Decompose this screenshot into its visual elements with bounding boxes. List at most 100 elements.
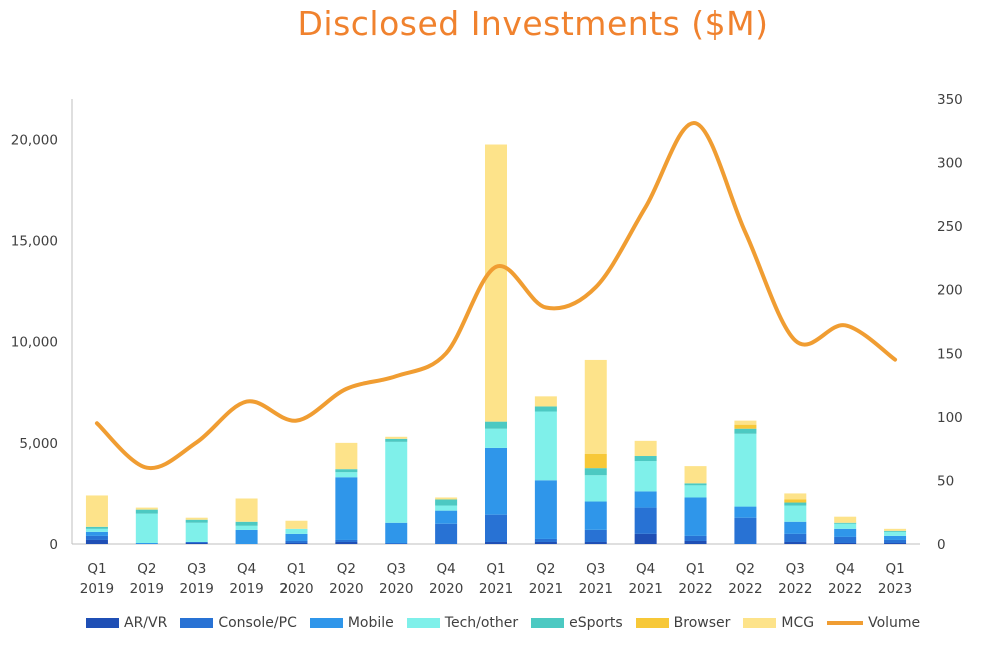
- bar-segment-tech-other: [435, 505, 458, 511]
- legend-swatch: [309, 618, 343, 628]
- category-label-quarter: Q1: [486, 561, 505, 577]
- bar-segment-ar-vr: [584, 541, 607, 544]
- bar-segment-mobile: [335, 477, 358, 540]
- right-tick-label: 200: [937, 283, 963, 299]
- bar-segment-esports: [485, 421, 507, 429]
- bar-segment-console-pc: [884, 539, 907, 543]
- bar-segment-ar-vr: [185, 542, 208, 544]
- legend-item: Mobile: [309, 615, 394, 631]
- bar-segment-mcg: [634, 440, 657, 457]
- category-label-quarter: Q2: [337, 561, 356, 577]
- right-tick-label: 50: [937, 473, 954, 489]
- bar-segment-tech-other: [834, 523, 857, 529]
- left-tick-label: 5,000: [19, 436, 58, 452]
- bar-segment-ar-vr: [335, 541, 358, 544]
- bar-segment-mcg: [485, 144, 507, 422]
- bar-segment-ar-vr: [85, 539, 108, 544]
- category-label-year: 2022: [678, 581, 712, 597]
- bar-segment-esports: [235, 521, 258, 526]
- legend-swatch: [743, 618, 777, 628]
- category-label-quarter: Q3: [387, 561, 406, 577]
- right-tick-label: 350: [937, 92, 963, 108]
- bar-segment-mobile: [784, 521, 807, 534]
- bar-segment-esports: [335, 469, 358, 473]
- bar-segment-tech-other: [135, 513, 158, 543]
- category-label-year: 2021: [579, 581, 613, 597]
- bar-segment-tech-other: [684, 485, 707, 498]
- bar-segment-ar-vr: [285, 542, 308, 544]
- volume-line: [94, 121, 898, 470]
- right-tick-label: 300: [937, 156, 963, 172]
- bar-segment-console-pc: [784, 533, 807, 542]
- category-label-year: 2019: [180, 581, 214, 597]
- bar-segment-esports: [784, 502, 807, 506]
- stray-mark: 2: [280, 581, 289, 597]
- category-label-year: 2021: [479, 581, 513, 597]
- legend-label: eSports: [569, 615, 623, 631]
- category-label-quarter: Q1: [287, 561, 306, 577]
- category-label-year: 2020: [329, 581, 363, 597]
- bar-segment-mobile: [485, 447, 507, 515]
- bar-segment-console-pc: [285, 540, 308, 543]
- bar-segment-mobile: [684, 497, 707, 536]
- category-label-quarter: Q3: [786, 561, 805, 577]
- bar-segment-console-pc: [584, 529, 607, 542]
- bar-segment-mcg: [834, 516, 857, 523]
- category-label-quarter: Q3: [187, 561, 206, 577]
- legend-label: Volume: [868, 615, 921, 631]
- bar-segment-tech-other: [285, 528, 308, 534]
- legend-item: Browser: [635, 615, 730, 631]
- legend-swatch: [180, 618, 214, 628]
- legend-label: Console/PC: [218, 615, 297, 631]
- category-label-quarter: Q2: [536, 561, 555, 577]
- bar-segment-mobile: [385, 522, 408, 543]
- bar-segment-tech-other: [634, 461, 657, 492]
- bar-segment-console-pc: [734, 517, 757, 544]
- bar-segment-mobile: [85, 531, 108, 536]
- left-tick-label: 0: [49, 537, 58, 553]
- bar-segment-mcg: [85, 495, 108, 527]
- bar-segment-tech-other: [235, 525, 258, 530]
- legend-swatch: [86, 618, 119, 628]
- bar-segment-console-pc: [385, 542, 408, 544]
- bar-segment-mcg: [734, 420, 757, 425]
- bar-segment-console-pc: [485, 514, 507, 542]
- category-label-quarter: Q2: [736, 561, 755, 577]
- legend-swatch: [635, 618, 669, 628]
- bar-segment-mcg: [135, 507, 158, 510]
- bar-segment-esports: [634, 456, 657, 462]
- bar-segment-tech-other: [185, 522, 208, 542]
- right-tick-label: 150: [937, 346, 963, 362]
- bar-segment-ar-vr: [684, 540, 707, 544]
- category-label-quarter: Q2: [137, 561, 156, 577]
- bar-segment-console-pc: [435, 523, 458, 544]
- category-label-year: 2019: [229, 581, 263, 597]
- bar-segment-esports: [85, 526, 108, 529]
- bar-segment-esports: [385, 438, 408, 442]
- category-label-quarter: Q1: [885, 561, 904, 577]
- bar-segment-mcg: [435, 497, 458, 500]
- category-label-year: 2022: [778, 581, 812, 597]
- bar-segment-mobile: [534, 480, 557, 539]
- bar-segment-tech-other: [584, 475, 607, 502]
- bar-segment-tech-other: [734, 433, 757, 507]
- bar-segment-esports: [884, 530, 907, 532]
- bar-segment-mcg: [385, 436, 408, 439]
- bar-segment-mobile: [634, 491, 657, 508]
- legend-line-swatch: [827, 621, 864, 625]
- right-tick-label: 250: [937, 219, 963, 235]
- right-tick-label: 0: [937, 537, 946, 553]
- category-label-year: 2022: [828, 581, 862, 597]
- bar-segment-mobile: [235, 529, 258, 544]
- bar-segment-mobile: [884, 535, 907, 540]
- bar-segment-browser: [584, 453, 607, 469]
- right-tick-label: 100: [937, 410, 963, 426]
- bar-segment-ar-vr: [485, 541, 507, 544]
- bar-segment-console-pc: [185, 541, 208, 543]
- left-tick-label: 15,000: [11, 234, 58, 250]
- bar-segment-esports: [584, 468, 607, 476]
- legend-item: Volume: [827, 615, 920, 631]
- bar-segment-tech-other: [385, 441, 408, 523]
- category-label-quarter: Q4: [437, 561, 456, 577]
- bar-segment-mcg: [335, 442, 358, 470]
